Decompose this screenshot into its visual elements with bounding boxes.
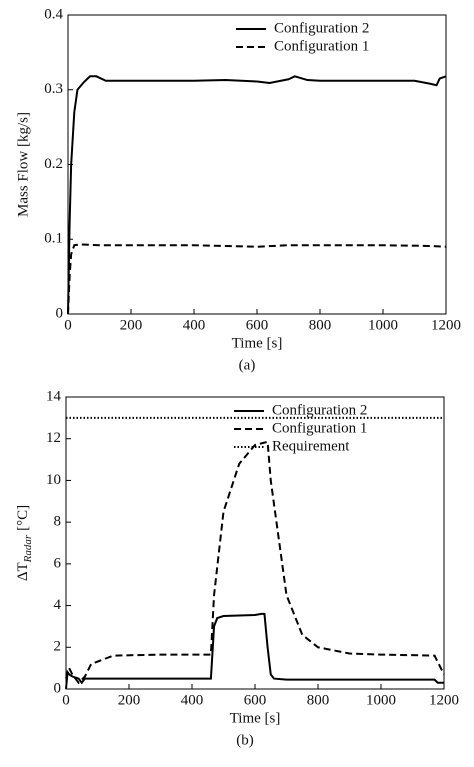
- series-line: [67, 243, 447, 315]
- y-label-unit: [°C]: [15, 505, 31, 531]
- caption: (b): [236, 732, 254, 748]
- series-line: [65, 440, 445, 685]
- y-axis-label: ΔTRadar [°C]: [15, 505, 33, 581]
- x-tick-label: 0: [62, 692, 70, 708]
- x-tick-label: 200: [120, 317, 143, 333]
- y-label-sub: Radar: [22, 534, 34, 563]
- y-tick-label: 6: [54, 555, 62, 571]
- y-tick-label: 0: [56, 305, 64, 321]
- plot-frame: [67, 14, 447, 315]
- y-tick-label: 2: [54, 639, 62, 655]
- x-tick-label: 800: [309, 317, 332, 333]
- caption: (a): [239, 357, 256, 373]
- y-tick-label: 10: [46, 472, 61, 488]
- y-tick-label: 0.3: [44, 81, 63, 97]
- x-tick-label: 600: [244, 692, 267, 708]
- x-tick-label: 200: [118, 692, 141, 708]
- y-label-main: ΔT: [15, 562, 31, 581]
- legend-label: Configuration 2: [272, 402, 367, 418]
- plot-frame: [65, 396, 445, 690]
- x-tick-label: 1000: [368, 317, 398, 333]
- series-line: [65, 612, 444, 690]
- y-tick-label: 0.1: [44, 231, 63, 247]
- y-tick-label: 12: [46, 430, 61, 446]
- y-tick-label: 8: [54, 514, 62, 530]
- legend-label: Configuration 2: [274, 20, 369, 36]
- x-tick-label: 800: [307, 692, 330, 708]
- x-tick-label: 1200: [431, 317, 461, 333]
- series-line: [67, 75, 447, 315]
- y-tick-label: 0.2: [44, 156, 63, 172]
- x-tick-label: 600: [246, 317, 269, 333]
- legend-label: Configuration 1: [272, 420, 367, 436]
- x-tick-label: 0: [64, 317, 72, 333]
- x-tick-label: 400: [183, 317, 206, 333]
- y-axis-label: Mass Flow [kg/s]: [15, 112, 31, 217]
- x-tick-label: 1000: [366, 692, 396, 708]
- y-tick-label: 14: [46, 388, 62, 404]
- x-axis-label: Time [s]: [230, 710, 281, 726]
- x-tick-label: 1200: [429, 692, 459, 708]
- x-axis-label: Time [s]: [232, 335, 283, 351]
- y-tick-label: 0.4: [44, 6, 63, 22]
- legend-label: Requirement: [272, 438, 350, 454]
- x-tick-label: 400: [181, 692, 204, 708]
- y-tick-label: 4: [54, 597, 62, 613]
- y-tick-label: 0: [54, 680, 62, 696]
- legend-label: Configuration 1: [274, 38, 369, 54]
